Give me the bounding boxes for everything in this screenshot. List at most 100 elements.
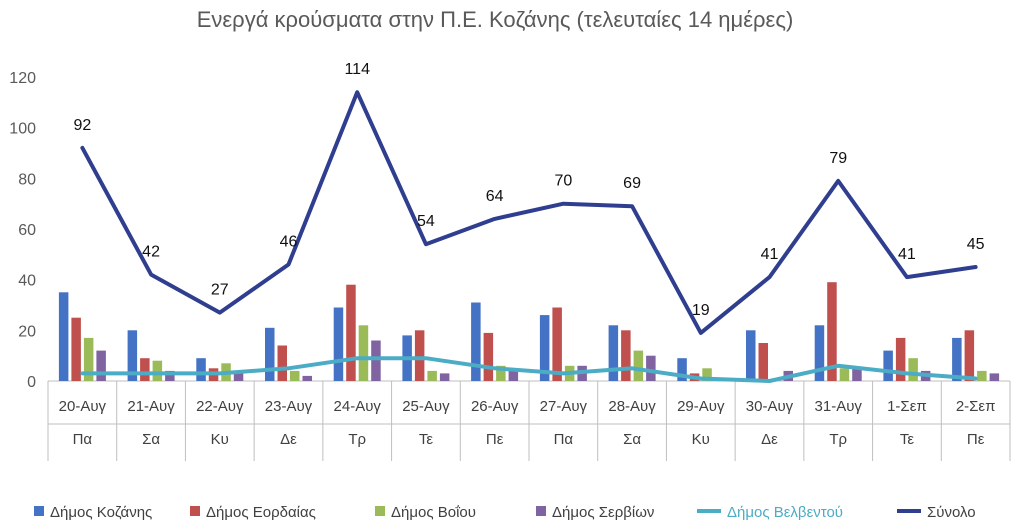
y-tick-label: 60 bbox=[18, 222, 36, 239]
x-tick-label: 21-Αυγ bbox=[127, 398, 175, 415]
bar bbox=[702, 368, 712, 381]
x-day-label: Πε bbox=[967, 431, 985, 448]
x-day-label: Τρ bbox=[829, 431, 847, 448]
x-tick-label: 25-Αυγ bbox=[402, 398, 450, 415]
bar bbox=[746, 330, 756, 381]
legend-swatch bbox=[190, 506, 200, 516]
bar bbox=[165, 370, 175, 381]
x-day-label: Τε bbox=[419, 431, 434, 448]
data-label: 69 bbox=[623, 175, 641, 192]
data-label: 45 bbox=[967, 236, 985, 253]
bar bbox=[814, 325, 825, 381]
bar bbox=[358, 325, 369, 381]
data-label: 19 bbox=[692, 302, 710, 319]
bar bbox=[608, 325, 619, 381]
y-tick-label: 0 bbox=[27, 374, 36, 391]
bar bbox=[277, 345, 287, 381]
x-day-label: Τε bbox=[900, 431, 915, 448]
bar bbox=[233, 373, 244, 381]
bar bbox=[127, 330, 138, 381]
bar bbox=[439, 373, 450, 381]
x-day-label: Πα bbox=[554, 431, 574, 448]
bar bbox=[333, 307, 344, 381]
data-label: 42 bbox=[142, 244, 160, 261]
data-label: 27 bbox=[211, 282, 229, 299]
x-tick-label: 31-Αυγ bbox=[815, 398, 863, 415]
bar bbox=[302, 375, 312, 381]
x-day-label: Σα bbox=[623, 431, 641, 448]
x-tick-label: 27-Αυγ bbox=[540, 398, 588, 415]
bar bbox=[290, 370, 300, 381]
bar bbox=[371, 340, 381, 381]
legend-swatch bbox=[375, 506, 385, 516]
bar bbox=[196, 358, 206, 381]
x-tick-label: 24-Αυγ bbox=[334, 398, 382, 415]
data-labels-group: 92 42 27 46 114 54 64 70 69 19 41 79 41 45 bbox=[73, 61, 984, 319]
bar bbox=[265, 327, 275, 381]
legend: Δήμος Κοζάνης Δήμος Εορδαίας Δήμος Βοΐου Δή… bbox=[34, 504, 976, 521]
series-line bbox=[80, 356, 978, 383]
legend-label: Δήμος Βελβεντού bbox=[727, 504, 843, 521]
x-tick-label: 22-Αυγ bbox=[196, 398, 244, 415]
bar bbox=[908, 358, 918, 381]
bar bbox=[83, 337, 94, 381]
y-tick-label: 20 bbox=[18, 323, 36, 340]
bar bbox=[346, 284, 356, 381]
series-line bbox=[80, 90, 978, 335]
bar bbox=[496, 365, 506, 381]
x-tick-label: 23-Αυγ bbox=[265, 398, 313, 415]
bar bbox=[758, 343, 768, 381]
bar bbox=[839, 368, 850, 381]
data-label: 92 bbox=[73, 117, 91, 134]
bar bbox=[539, 315, 550, 381]
legend-swatch bbox=[34, 506, 44, 516]
x-tick-label: 2-Σεπ bbox=[956, 398, 996, 415]
legend-swatch bbox=[536, 506, 546, 516]
x-day-label: Τρ bbox=[348, 431, 366, 448]
data-label: 54 bbox=[417, 213, 435, 230]
legend-label: Δήμος Κοζάνης bbox=[50, 504, 152, 521]
x-day-label: Δε bbox=[761, 431, 778, 448]
data-label: 114 bbox=[344, 61, 370, 78]
y-tick-label: 80 bbox=[18, 171, 36, 188]
bar bbox=[58, 292, 69, 381]
data-label: 70 bbox=[554, 173, 572, 190]
x-tick-label: 30-Αυγ bbox=[746, 398, 794, 415]
bar bbox=[883, 350, 893, 381]
bar bbox=[427, 370, 437, 381]
bar bbox=[989, 373, 1000, 381]
x-tick-label: 28-Αυγ bbox=[608, 398, 656, 415]
bar bbox=[895, 337, 906, 381]
legend-label: Δήμος Εορδαίας bbox=[206, 504, 316, 521]
x-day-label: Πε bbox=[486, 431, 504, 448]
bar bbox=[677, 358, 687, 381]
bar bbox=[508, 368, 519, 381]
data-label: 46 bbox=[280, 233, 298, 250]
x-day-label: Δε bbox=[280, 431, 297, 448]
bar bbox=[71, 317, 81, 381]
y-tick-label: 100 bbox=[9, 121, 36, 138]
data-label: 79 bbox=[829, 150, 847, 167]
bar bbox=[552, 307, 562, 381]
x-tick-label: 20-Αυγ bbox=[59, 398, 107, 415]
x-axis: 20-Αυγ 21-Αυγ 22-Αυγ 23-Αυγ 24-Αυγ 25-Αυγ 26-Α… bbox=[47, 380, 1011, 461]
bar bbox=[964, 330, 975, 381]
bar bbox=[646, 355, 656, 381]
bar bbox=[414, 330, 425, 381]
bar bbox=[621, 330, 631, 381]
bar bbox=[471, 302, 481, 381]
x-day-label: Κυ bbox=[692, 431, 710, 448]
bar bbox=[483, 332, 494, 381]
y-axis: 0 20 40 60 80 100 120 bbox=[9, 70, 36, 391]
legend-label: Δήμος Βοΐου bbox=[391, 504, 476, 521]
legend-label: Σύνολο bbox=[927, 504, 976, 521]
x-day-label: Πα bbox=[73, 431, 93, 448]
bar bbox=[633, 350, 644, 381]
data-label: 41 bbox=[761, 246, 779, 263]
bar bbox=[827, 282, 837, 381]
x-day-label: Κυ bbox=[211, 431, 229, 448]
y-tick-label: 120 bbox=[9, 70, 36, 87]
bar bbox=[140, 358, 150, 381]
x-tick-label: 26-Αυγ bbox=[471, 398, 519, 415]
